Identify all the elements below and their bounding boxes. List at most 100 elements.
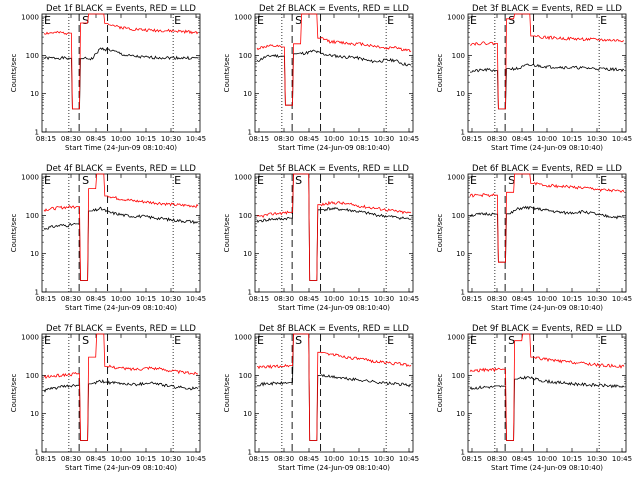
y-tick-label: 100 <box>452 372 465 380</box>
y-axis-label: Counts/sec <box>436 54 444 93</box>
detector-panel-5: Det 5f BLACK = Events, RED = LLD 1 10 100 10… <box>223 164 419 312</box>
x-tick-label: 10:15 <box>349 295 369 303</box>
y-axis-label: Counts/sec <box>223 214 231 253</box>
y-axis-label: Counts/sec <box>10 214 18 253</box>
x-axis-label: Start Time (24-Jun-09 08:10:40) <box>491 464 603 472</box>
plot-frame <box>254 333 414 453</box>
x-tick-label: 08:45 <box>299 135 319 143</box>
y-tick-label: 1000 <box>447 334 465 342</box>
x-tick-label: 08:30 <box>487 135 507 143</box>
events-series-line <box>256 49 412 106</box>
y-axis-label: Counts/sec <box>436 214 444 253</box>
events-series-line <box>43 379 199 441</box>
x-tick-label: 08:30 <box>274 135 294 143</box>
event-marker-label: E <box>600 14 607 27</box>
x-tick-label: 10:45 <box>399 295 419 303</box>
lld-series-line <box>43 13 199 110</box>
event-marker-label: S <box>82 334 89 347</box>
panel-title: Det 2f BLACK = Events, RED = LLD <box>259 4 409 14</box>
x-tick-label: 08:15 <box>36 295 56 303</box>
x-tick-label: 08:30 <box>487 295 507 303</box>
event-marker-label: E <box>470 174 477 187</box>
events-series-line <box>257 333 412 441</box>
x-tick-label: 10:15 <box>136 135 156 143</box>
lld-series-line <box>256 13 412 106</box>
event-marker-label: E <box>387 14 394 27</box>
y-tick-label: 1000 <box>447 174 465 182</box>
x-tick-label: 10:45 <box>186 455 206 463</box>
panel-title: Det 4f BLACK = Events, RED = LLD <box>46 164 196 174</box>
lld-series-line <box>256 333 412 441</box>
events-series-line <box>256 173 412 281</box>
x-tick-label: 08:45 <box>299 295 319 303</box>
event-marker-label: E <box>470 334 477 347</box>
y-axis-label: Counts/sec <box>223 374 231 413</box>
x-tick-label: 10:30 <box>587 295 607 303</box>
panel-title: Det 3f BLACK = Events, RED = LLD <box>472 4 622 14</box>
y-tick-label: 1 <box>248 289 252 297</box>
event-marker-label: E <box>600 174 607 187</box>
x-tick-label: 08:15 <box>462 135 482 143</box>
y-tick-label: 1 <box>461 129 465 137</box>
x-tick-label: 10:15 <box>136 295 156 303</box>
event-marker-label: S <box>295 174 302 187</box>
detector-panel-6: Det 6f BLACK = Events, RED = LLD 1 10 100 10… <box>436 164 632 312</box>
event-marker-label: S <box>82 174 89 187</box>
x-tick-label: 10:15 <box>349 455 369 463</box>
event-marker-label: E <box>174 14 181 27</box>
x-axis-label: Start Time (24-Jun-09 08:10:40) <box>491 304 603 312</box>
x-axis-label: Start Time (24-Jun-09 08:10:40) <box>65 144 177 152</box>
y-axis-label: Counts/sec <box>436 374 444 413</box>
y-tick-label: 1000 <box>447 14 465 22</box>
x-tick-label: 10:15 <box>349 135 369 143</box>
plot-frame <box>254 13 414 133</box>
event-marker-label: E <box>257 334 264 347</box>
x-axis-label: Start Time (24-Jun-09 08:10:40) <box>278 304 390 312</box>
panel-title: Det 1f BLACK = Events, RED = LLD <box>46 4 196 14</box>
y-tick-label: 100 <box>452 52 465 60</box>
x-tick-label: 08:30 <box>61 295 81 303</box>
y-tick-label: 10 <box>243 90 252 98</box>
y-tick-label: 1000 <box>234 14 252 22</box>
y-tick-label: 1 <box>461 449 465 457</box>
x-tick-label: 08:30 <box>274 455 294 463</box>
y-tick-label: 100 <box>239 212 252 220</box>
y-tick-label: 10 <box>30 90 39 98</box>
x-tick-label: 10:15 <box>136 455 156 463</box>
x-axis-label: Start Time (24-Jun-09 08:10:40) <box>491 144 603 152</box>
lld-series-line <box>469 13 625 110</box>
x-tick-label: 10:45 <box>399 455 419 463</box>
x-tick-label: 10:15 <box>562 135 582 143</box>
x-tick-label: 08:15 <box>249 295 269 303</box>
event-marker-label: S <box>508 174 515 187</box>
x-tick-label: 10:30 <box>587 455 607 463</box>
y-tick-label: 1000 <box>21 334 39 342</box>
panel-title: Det 8f BLACK = Events, RED = LLD <box>259 324 409 334</box>
y-tick-label: 10 <box>243 250 252 258</box>
x-tick-label: 08:45 <box>86 295 106 303</box>
x-tick-label: 10:00 <box>537 295 557 303</box>
x-tick-label: 10:00 <box>324 295 344 303</box>
plot-frame <box>467 173 627 293</box>
panel-title: Det 6f BLACK = Events, RED = LLD <box>472 164 622 174</box>
x-tick-label: 10:00 <box>324 455 344 463</box>
x-tick-label: 10:00 <box>111 295 131 303</box>
y-tick-label: 1 <box>35 129 39 137</box>
y-axis-label: Counts/sec <box>10 374 18 413</box>
y-tick-label: 100 <box>452 212 465 220</box>
x-tick-label: 08:30 <box>487 455 507 463</box>
event-marker-label: E <box>387 174 394 187</box>
panel-title: Det 7f BLACK = Events, RED = LLD <box>46 324 196 334</box>
event-marker-label: E <box>257 14 264 27</box>
y-tick-label: 100 <box>26 212 39 220</box>
x-tick-label: 08:15 <box>462 295 482 303</box>
x-axis-label: Start Time (24-Jun-09 08:10:40) <box>65 304 177 312</box>
x-tick-label: 10:45 <box>612 295 632 303</box>
x-tick-label: 08:30 <box>61 135 81 143</box>
x-tick-label: 10:30 <box>374 295 394 303</box>
x-tick-label: 08:30 <box>61 455 81 463</box>
y-tick-label: 10 <box>456 90 465 98</box>
y-tick-label: 100 <box>239 52 252 60</box>
events-series-line <box>469 205 625 263</box>
